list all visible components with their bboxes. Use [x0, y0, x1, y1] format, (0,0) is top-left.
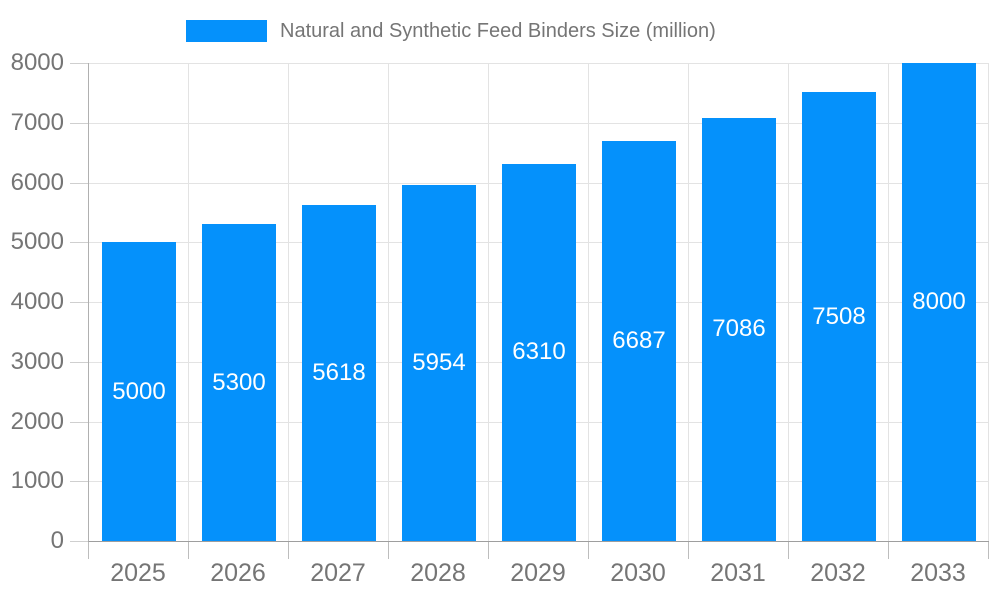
x-axis-tick-label: 2030: [610, 559, 666, 587]
x-axis-tick-label: 2033: [910, 559, 966, 587]
y-axis-tick-label: 1000: [10, 467, 64, 495]
y-axis-tick: [70, 302, 88, 303]
gridline-vertical: [488, 63, 489, 541]
plot-area: 5000 5300 5618 5954 6310 6687 7086 7508 8000: [88, 63, 989, 542]
y-axis-tick-label: 3000: [10, 347, 64, 375]
bar-2032[interactable]: 7508: [802, 92, 876, 541]
x-axis-tick-label: 2025: [110, 559, 166, 587]
bar-value-label: 5000: [112, 377, 166, 405]
bar-2027[interactable]: 5618: [302, 205, 376, 541]
gridline-vertical: [188, 63, 189, 541]
y-axis-tick: [70, 182, 88, 184]
x-axis-tick: [888, 542, 889, 559]
x-axis-tick-label: 2028: [410, 559, 466, 587]
x-axis-tick-label: 2027: [310, 559, 366, 587]
legend[interactable]: Natural and Synthetic Feed Binders Size …: [186, 20, 716, 42]
legend-label: Natural and Synthetic Feed Binders Size …: [280, 20, 716, 42]
bar-2030[interactable]: 6687: [602, 141, 676, 541]
y-axis-tick: [70, 63, 88, 64]
bar-value-label: 5954: [412, 349, 466, 377]
y-axis-tick: [70, 242, 88, 244]
gridline-vertical: [288, 63, 289, 541]
x-axis-tick: [688, 542, 689, 559]
x-axis-tick: [288, 542, 289, 559]
y-axis-tick: [70, 481, 88, 483]
y-axis-tick-label: 8000: [10, 49, 64, 76]
gridline-vertical: [988, 63, 989, 541]
y-axis-tick-label: 0: [50, 527, 64, 554]
bar-2031[interactable]: 7086: [702, 117, 776, 541]
bar-value-label: 6310: [512, 338, 566, 366]
bar-value-label: 6687: [612, 327, 666, 355]
bar-2028[interactable]: 5954: [402, 185, 476, 541]
y-axis-tick-label: 7000: [10, 108, 64, 136]
y-axis-tick-label: 4000: [10, 288, 64, 315]
x-axis-tick: [588, 542, 589, 559]
y-axis-tick-label: 5000: [10, 228, 64, 256]
y-axis-tick-label: 6000: [10, 168, 64, 196]
x-axis-tick: [488, 542, 489, 559]
bar-value-label: 7086: [712, 315, 766, 343]
x-axis-tick-label: 2032: [810, 559, 866, 587]
x-axis-tick-label: 2031: [710, 559, 766, 587]
gridline-vertical: [888, 63, 889, 541]
x-axis-tick: [788, 542, 789, 559]
x-axis-tick-label: 2029: [510, 559, 566, 587]
bar-value-label: 7508: [812, 302, 866, 330]
bar-2025[interactable]: 5000: [102, 242, 176, 541]
y-axis-tick: [70, 421, 88, 423]
gridline-horizontal: [89, 63, 989, 64]
bar-value-label: 8000: [912, 288, 966, 315]
y-axis-tick: [70, 122, 88, 124]
x-axis-tick: [88, 542, 89, 559]
gridline-vertical: [588, 63, 589, 541]
gridline-vertical: [388, 63, 389, 541]
bar-value-label: 5618: [312, 359, 366, 387]
bar-2029[interactable]: 6310: [502, 163, 576, 541]
y-axis-tick: [70, 361, 88, 363]
x-axis-tick-label: 2026: [210, 559, 266, 587]
y-axis-tick: [70, 541, 88, 542]
gridline-horizontal: [89, 122, 989, 124]
x-axis-tick: [988, 542, 989, 559]
x-axis-tick: [388, 542, 389, 559]
gridline-vertical: [688, 63, 689, 541]
y-axis-tick-label: 2000: [10, 407, 64, 435]
x-axis-tick: [188, 542, 189, 559]
bar-2033[interactable]: 8000: [902, 63, 976, 541]
gridline-vertical: [788, 63, 789, 541]
bar-value-label: 5300: [212, 368, 266, 396]
bar-2026[interactable]: 5300: [202, 224, 276, 541]
legend-swatch: [186, 20, 267, 42]
